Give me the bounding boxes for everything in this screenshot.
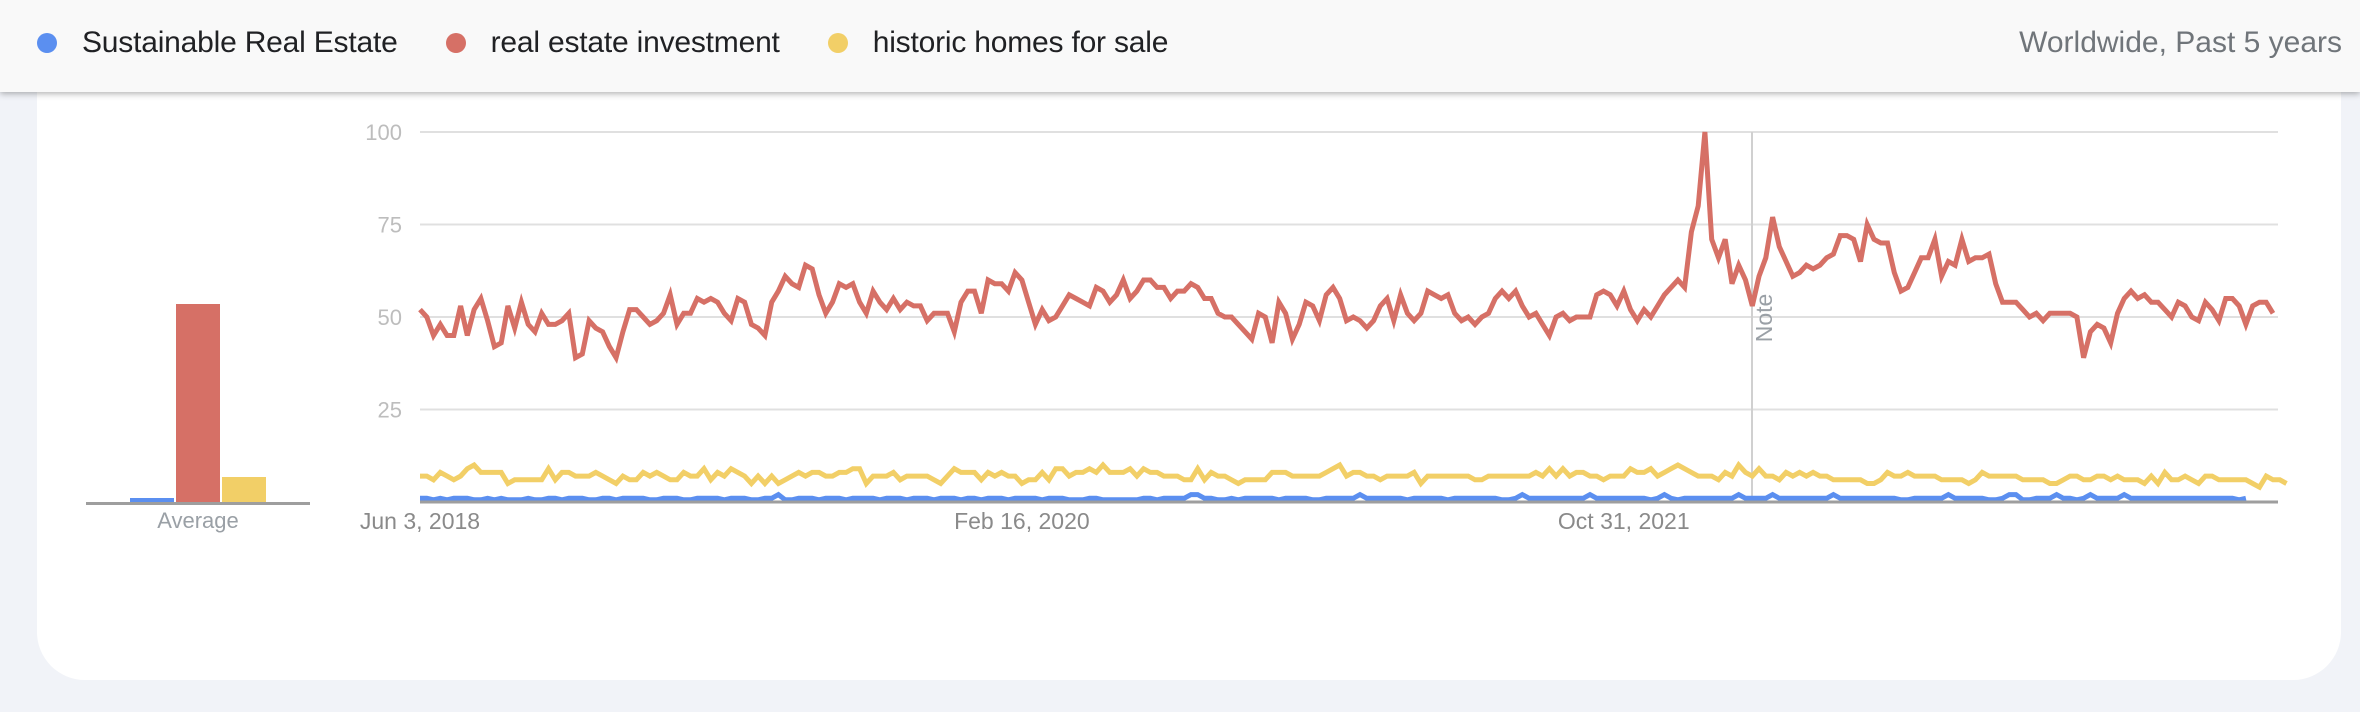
legend: Sustainable Real Estate real estate inve…: [37, 0, 1216, 86]
legend-dot-icon: [827, 33, 848, 53]
x-axis-ticks: Jun 3, 2018 Feb 16, 2020 Oct 31, 2021: [360, 508, 1690, 534]
series-line-historic-homes-for-sale[interactable]: [420, 460, 2288, 491]
legend-dot-icon: [37, 33, 57, 53]
legend-label: historic homes for sale: [872, 26, 1169, 59]
y-tick-label: 50: [378, 305, 402, 330]
average-label: Average: [157, 508, 239, 533]
note-annotation[interactable]: Note: [1751, 132, 1777, 502]
legend-item-sustainable-real-estate[interactable]: Sustainable Real Estate: [37, 26, 398, 60]
average-bar-real-estate-investment[interactable]: [176, 304, 220, 502]
legend-item-historic-homes-for-sale[interactable]: historic homes for sale: [827, 26, 1169, 60]
y-tick-label: 25: [378, 398, 402, 423]
comparison-header: Sustainable Real Estate real estate inve…: [0, 0, 2360, 92]
region-timeframe-label[interactable]: Worldwide, Past 5 years: [2019, 26, 2342, 59]
y-tick-label: 100: [365, 120, 402, 145]
legend-label: real estate investment: [490, 26, 780, 59]
legend-label: Sustainable Real Estate: [82, 26, 398, 59]
average-bar-chart: Average: [86, 290, 310, 540]
chart-card: [37, 40, 2341, 680]
series-line-real-estate-investment[interactable]: [418, 131, 2276, 365]
legend-item-real-estate-investment[interactable]: real estate investment: [445, 26, 780, 60]
legend-dot-icon: [445, 33, 466, 53]
average-bar-sustainable-real-estate[interactable]: [130, 498, 174, 502]
average-bar-historic-homes-for-sale[interactable]: [222, 476, 266, 502]
y-tick-label: 75: [378, 213, 402, 238]
x-tick-label: Oct 31, 2021: [1558, 508, 1690, 534]
series-line-sustainable-real-estate[interactable]: [420, 491, 2247, 503]
average-baseline: [86, 502, 310, 505]
series-lines: [418, 131, 2288, 503]
gridlines: [420, 131, 2278, 411]
x-tick-label: Feb 16, 2020: [954, 508, 1090, 534]
y-axis-ticks: 25 50 75 100: [365, 120, 402, 423]
x-tick-label: Jun 3, 2018: [360, 508, 480, 534]
